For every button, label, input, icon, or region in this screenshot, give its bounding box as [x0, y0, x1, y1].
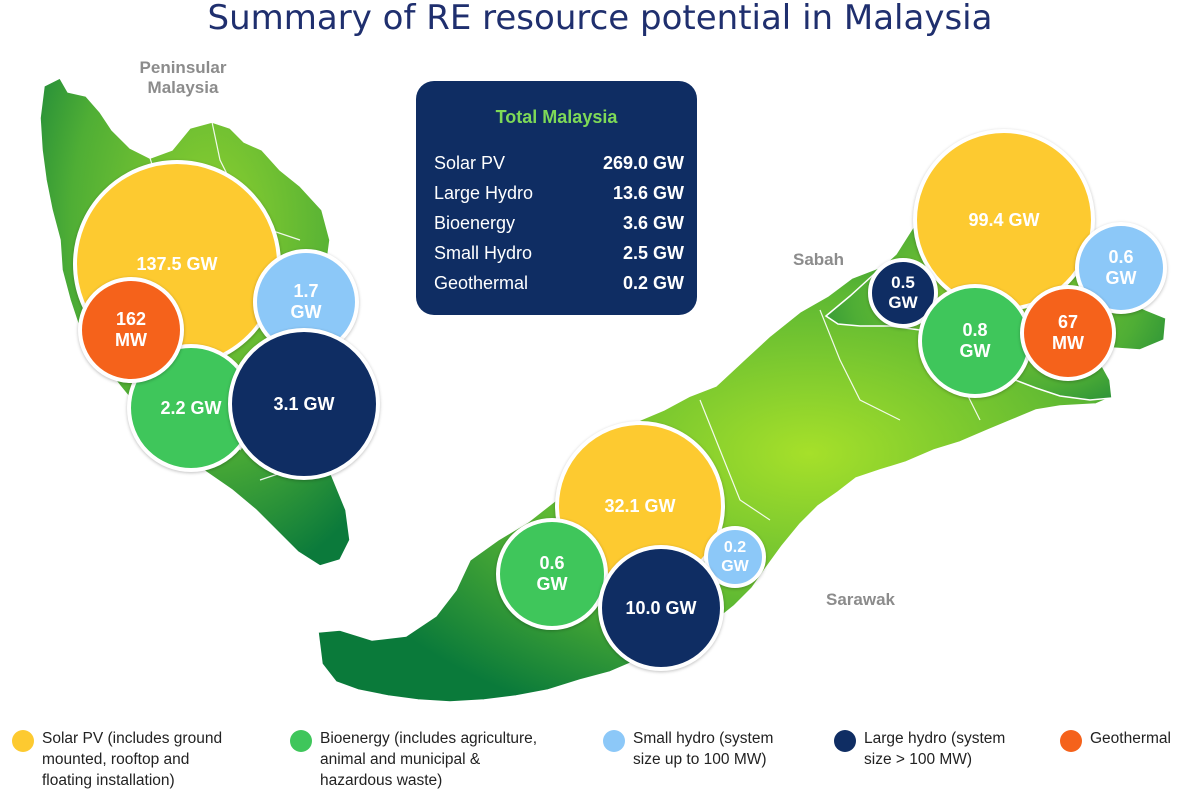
map-title: Summary of RE resource potential in Mala…: [207, 0, 993, 38]
bubble-value: 67 MW: [1052, 312, 1084, 353]
sabah-geothermal-bubble: 67 MW: [1020, 285, 1116, 381]
legend-label: Geothermal: [1090, 730, 1171, 747]
sarawak-bioenergy-bubble: 0.6 GW: [496, 518, 608, 630]
bubble-value: 0.6 GW: [536, 553, 568, 594]
bubble-value: 0.6 GW: [1105, 247, 1137, 288]
yellow-circle-icon: [12, 730, 34, 752]
total-row-label: Geothermal: [434, 273, 529, 293]
total-row: Solar PV 269.0 GW: [434, 153, 684, 177]
region-label-sarawak: Sarawak: [826, 590, 895, 609]
total-row-value: 13.6 GW: [612, 183, 684, 203]
total-row-value: 0.2 GW: [622, 273, 684, 293]
total-malaysia-panel: Total Malaysia Solar PV 269.0 GW Large H…: [416, 81, 697, 315]
total-row-value: 269.0 GW: [602, 153, 684, 173]
total-row-label: Large Hydro: [434, 183, 534, 203]
bubble-value: 0.2 GW: [721, 539, 749, 575]
total-row-value: 2.5 GW: [622, 243, 684, 263]
total-row: Geothermal 0.2 GW: [434, 273, 684, 297]
light-blue-circle-icon: [603, 730, 625, 752]
total-row-label: Solar PV: [434, 153, 506, 173]
total-row-label: Small Hydro: [434, 243, 533, 263]
total-row: Small Hydro 2.5 GW: [434, 243, 684, 267]
region-label-sabah: Sabah: [793, 250, 845, 269]
bubble-value: 2.2 GW: [160, 397, 222, 418]
bubble-value: 99.4 GW: [968, 209, 1040, 230]
legend-label: Bioenergy (includes agriculture, animal …: [320, 730, 538, 789]
sabah-bioenergy-bubble: 0.8 GW: [918, 284, 1032, 398]
legend-label: Large hydro (system size > 100 MW): [864, 730, 1006, 768]
bubble-value: 32.1 GW: [604, 495, 676, 516]
bubble-value: 137.5 GW: [136, 253, 218, 274]
legend-label: Solar PV (includes ground mounted, rooft…: [42, 730, 223, 789]
peninsular-geothermal-bubble: 162 MW: [78, 277, 184, 383]
peninsular-large-hydro-bubble: 3.1 GW: [228, 328, 380, 480]
region-label-peninsular: Peninsular Malaysia: [139, 58, 227, 97]
total-row-value: 3.6 GW: [622, 213, 684, 233]
bubble-value: 10.0 GW: [625, 597, 697, 618]
orange-circle-icon: [1060, 730, 1082, 752]
bubble-value: 3.1 GW: [273, 393, 335, 414]
sabah-solar-bubble: 99.4 GW: [913, 129, 1095, 311]
legend: Solar PV (includes ground mounted, rooft…: [0, 728, 1200, 800]
bubble-value: 0.8 GW: [959, 320, 991, 361]
total-row: Large Hydro 13.6 GW: [434, 183, 684, 207]
total-row: Bioenergy 3.6 GW: [434, 213, 684, 237]
bubble-value: 1.7 GW: [290, 281, 322, 322]
total-malaysia-title: Total Malaysia: [495, 107, 618, 127]
sarawak-large-hydro-bubble: 10.0 GW: [598, 545, 724, 671]
total-row-label: Bioenergy: [434, 213, 516, 233]
green-circle-icon: [290, 730, 312, 752]
navy-circle-icon: [834, 730, 856, 752]
bubble-value: 162 MW: [115, 309, 147, 350]
bubble-value: 0.5 GW: [888, 273, 918, 312]
legend-label: Small hydro (system size up to 100 MW): [633, 730, 774, 768]
